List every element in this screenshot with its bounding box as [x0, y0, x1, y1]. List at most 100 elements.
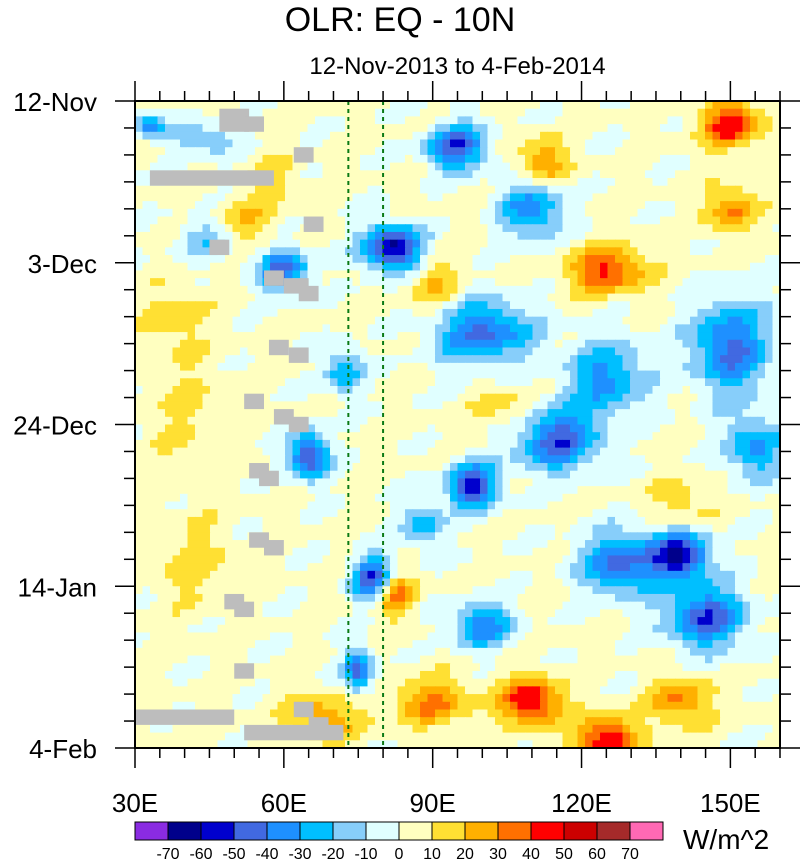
field-cell — [457, 378, 466, 387]
field-cell — [157, 308, 166, 318]
field-cell — [322, 239, 331, 248]
field-cell — [652, 301, 661, 310]
field-cell — [195, 193, 204, 202]
field-cell — [772, 224, 780, 233]
field-cell — [232, 316, 241, 325]
field-cell — [735, 385, 744, 395]
field-cell — [667, 301, 676, 310]
field-cell — [247, 316, 256, 325]
field-cell — [412, 201, 421, 210]
field-cell — [165, 131, 174, 141]
field-cell — [540, 216, 549, 225]
field-cell — [427, 424, 436, 433]
field-cell — [697, 278, 706, 287]
field-cell — [472, 201, 481, 210]
field-cell — [645, 339, 654, 349]
field-cell — [622, 224, 631, 233]
field-cell — [322, 308, 331, 318]
field-cell — [405, 470, 414, 480]
field-cell — [187, 193, 196, 202]
field-cell — [652, 432, 661, 441]
field-cell — [615, 455, 624, 464]
field-cell — [645, 131, 654, 141]
field-cell — [285, 162, 294, 171]
field-cell — [300, 116, 309, 125]
field-cell — [232, 224, 241, 233]
field-cell — [450, 124, 459, 133]
field-cell — [157, 231, 166, 241]
field-cell — [292, 116, 301, 125]
field-cell — [165, 547, 174, 557]
field-cell — [450, 316, 459, 325]
field-cell — [352, 470, 361, 480]
field-cell — [690, 162, 699, 171]
field-cell — [300, 270, 309, 279]
field-cell — [285, 524, 294, 533]
field-cell — [345, 424, 354, 433]
field-cell — [735, 201, 744, 210]
field-cell — [435, 324, 444, 333]
field-cell — [757, 385, 766, 395]
field-cell — [442, 247, 451, 256]
field-cell — [495, 516, 504, 526]
field-cell — [195, 231, 204, 241]
field-cell — [757, 193, 766, 202]
field-cell — [645, 409, 654, 418]
field-cell — [375, 224, 384, 233]
field-cell — [382, 124, 391, 133]
field-cell — [232, 293, 241, 302]
field-cell — [360, 201, 369, 210]
field-cell — [652, 239, 661, 248]
field-cell — [345, 301, 354, 310]
field-cell — [232, 278, 241, 287]
field-cell — [622, 424, 631, 433]
field-cell — [315, 154, 324, 164]
field-cell — [450, 524, 459, 533]
field-cell — [270, 463, 279, 472]
field-cell — [705, 301, 714, 310]
field-cell — [217, 455, 226, 464]
field-cell — [247, 424, 256, 433]
field-cell — [480, 401, 489, 410]
field-cell — [750, 170, 759, 179]
field-cell — [247, 524, 256, 533]
field-cell — [742, 347, 751, 356]
field-cell — [405, 270, 414, 279]
field-cell — [187, 224, 196, 233]
field-cell — [142, 540, 151, 549]
field-cell — [660, 255, 669, 264]
field-cell — [517, 239, 526, 248]
field-cell — [232, 332, 241, 341]
field-cell — [322, 178, 331, 187]
field-cell — [727, 532, 736, 541]
field-cell — [345, 493, 354, 503]
field-cell — [420, 393, 429, 402]
field-cell — [592, 147, 601, 156]
field-cell — [202, 316, 211, 325]
field-cell — [352, 293, 361, 302]
field-cell — [390, 432, 399, 441]
field-cell — [690, 147, 699, 156]
field-cell — [420, 447, 429, 456]
field-cell — [360, 378, 369, 387]
field-cell — [435, 301, 444, 310]
field-cell — [255, 316, 264, 325]
field-cell — [292, 293, 301, 302]
field-cell — [442, 262, 451, 272]
field-cell — [525, 208, 534, 218]
field-cell — [525, 416, 534, 426]
field-cell — [607, 208, 616, 218]
field-cell — [645, 231, 654, 241]
field-cell — [337, 470, 346, 480]
field-cell — [502, 316, 511, 325]
field-cell — [337, 216, 346, 225]
field-cell — [495, 501, 504, 510]
field-cell — [180, 208, 189, 218]
field-cell — [772, 378, 780, 387]
field-cell — [240, 347, 249, 356]
field-cell — [547, 524, 556, 533]
field-cell — [577, 470, 586, 480]
field-cell — [562, 239, 571, 248]
field-cell — [150, 193, 159, 202]
field-cell — [757, 455, 766, 464]
